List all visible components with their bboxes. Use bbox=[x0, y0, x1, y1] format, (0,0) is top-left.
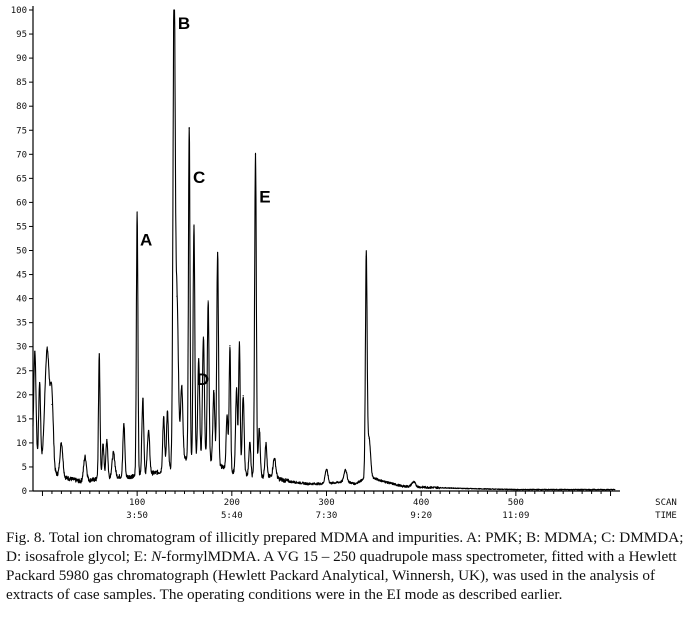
peak-apex bbox=[368, 437, 370, 439]
y-tick-label: 55 bbox=[16, 222, 27, 232]
peak-apex bbox=[365, 256, 367, 258]
peak-apex bbox=[249, 441, 251, 444]
axes: 0 5 10 15 20 25 30 35 40 45 50 55 60 65 70 75 80 85 90 95 10… bbox=[11, 6, 677, 520]
peak-apex bbox=[181, 385, 183, 387]
y-tick-label: 65 bbox=[16, 174, 27, 184]
x-tick-scan-label: 400 bbox=[413, 498, 429, 508]
y-tick-label: 85 bbox=[16, 78, 27, 88]
tic-trace bbox=[32, 9, 616, 491]
peak-apex bbox=[106, 438, 108, 441]
peak-apex bbox=[98, 353, 100, 355]
peak-apex bbox=[60, 442, 63, 444]
y-tick-label: 95 bbox=[16, 30, 27, 40]
peak-apex bbox=[242, 395, 244, 397]
y-tick-label: 60 bbox=[16, 198, 27, 208]
peak-apex bbox=[84, 456, 86, 458]
peak-apex bbox=[123, 423, 125, 425]
y-tick-label: 80 bbox=[16, 102, 27, 112]
peak-label-e: E bbox=[259, 187, 270, 206]
y-tick-label: 70 bbox=[16, 150, 27, 160]
peak-apex bbox=[254, 153, 257, 155]
y-tick-label: 40 bbox=[16, 295, 27, 305]
peak-apex bbox=[273, 457, 276, 460]
figure-caption: Fig. 8. Total ion chromatogram of illici… bbox=[6, 529, 684, 603]
peak-apex bbox=[173, 9, 175, 11]
peak-apex bbox=[188, 127, 190, 129]
x-tick-time-label: 9:20 bbox=[410, 511, 432, 520]
y-tick-label: 0 bbox=[22, 487, 27, 497]
peak-apex bbox=[413, 481, 415, 483]
peak-apex bbox=[112, 452, 115, 454]
peak-apex bbox=[166, 411, 169, 413]
y-tick-label: 75 bbox=[16, 126, 27, 136]
peak-apex bbox=[147, 429, 150, 432]
peak-apex bbox=[325, 468, 328, 470]
x-tick-time-label: 7:30 bbox=[316, 511, 338, 520]
trace-group bbox=[32, 9, 616, 491]
x-axis-label-time: TIME bbox=[655, 511, 677, 520]
peak-apex bbox=[207, 300, 209, 302]
y-tick-label: 50 bbox=[16, 247, 27, 257]
peak-apex bbox=[51, 403, 53, 406]
peak-apex bbox=[142, 397, 144, 399]
y-tick-label: 5 bbox=[22, 463, 27, 473]
peak-apex bbox=[344, 468, 347, 470]
y-tick-label: 25 bbox=[16, 367, 27, 377]
x-tick-scan-label: 200 bbox=[224, 498, 240, 508]
y-tick-label: 10 bbox=[16, 439, 27, 449]
x-tick-time-label: 5:40 bbox=[221, 511, 243, 520]
chromatogram-chart: 0 5 10 15 20 25 30 35 40 45 50 55 60 65 70 75 80 85 90 95 10… bbox=[11, 6, 677, 520]
peak-apex bbox=[213, 389, 215, 392]
peak-apex bbox=[198, 358, 200, 360]
peak-apex bbox=[258, 427, 260, 430]
peak-apex bbox=[235, 389, 238, 391]
peak-apex bbox=[229, 345, 231, 347]
peak-label-c: C bbox=[193, 168, 205, 187]
peak-apex bbox=[193, 225, 195, 228]
peak-apex bbox=[46, 348, 48, 350]
y-tick-label: 30 bbox=[16, 343, 27, 353]
y-tick-label: 15 bbox=[16, 415, 27, 425]
y-tick-label: 35 bbox=[16, 319, 27, 329]
y-tick-label: 90 bbox=[16, 54, 27, 64]
y-tick-label: 45 bbox=[16, 271, 27, 281]
x-tick-scan-label: 500 bbox=[508, 498, 524, 508]
y-tick-label: 100 bbox=[11, 6, 27, 16]
peak-apex bbox=[39, 382, 41, 384]
peak-apex bbox=[202, 336, 205, 338]
peak-apex bbox=[34, 350, 36, 353]
peak-apex bbox=[102, 444, 104, 446]
peak-apex bbox=[217, 252, 219, 254]
y-tick-label: 20 bbox=[16, 391, 27, 401]
peak-label-d: D bbox=[197, 370, 209, 389]
peak-annotations: A B C D E bbox=[140, 14, 271, 389]
peak-apex bbox=[163, 417, 165, 419]
x-axis-label-scan: SCAN bbox=[655, 498, 677, 508]
x-tick-time-label: 11:09 bbox=[502, 511, 529, 520]
x-tick-time-label: 3:50 bbox=[126, 511, 148, 520]
peak-label-b: B bbox=[178, 14, 190, 33]
peak-apex bbox=[136, 211, 138, 213]
peak-apex bbox=[226, 415, 228, 418]
peak-apex bbox=[176, 295, 178, 297]
peak-apex bbox=[265, 442, 267, 444]
peak-label-a: A bbox=[140, 231, 152, 250]
x-tick-scan-label: 100 bbox=[129, 498, 145, 508]
x-tick-scan-label: 300 bbox=[318, 498, 334, 508]
peak-apex bbox=[238, 341, 240, 343]
